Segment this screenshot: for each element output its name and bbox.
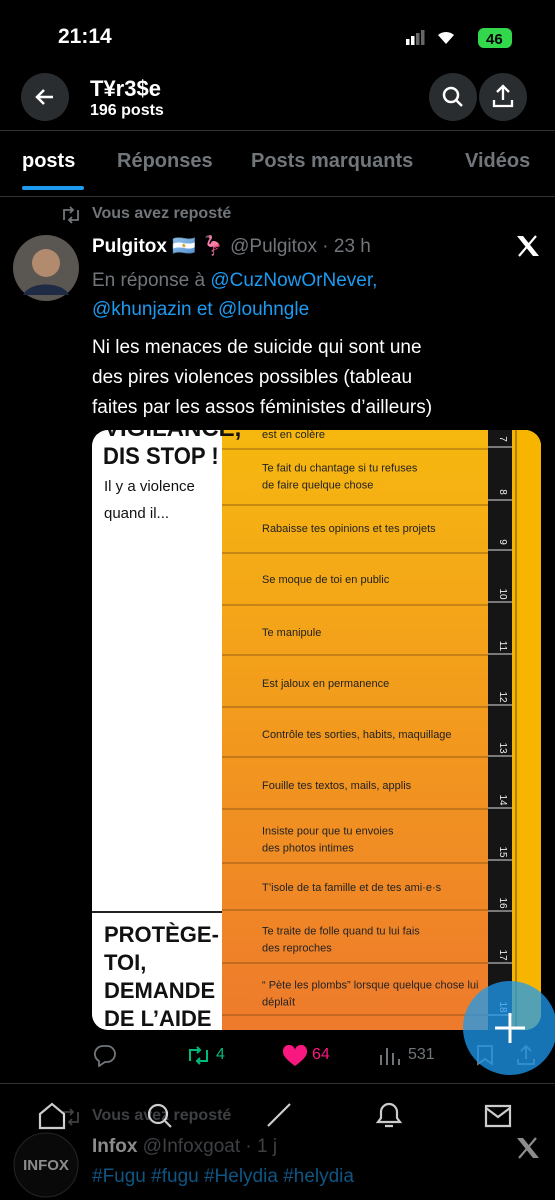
- like-button[interactable]: [282, 1045, 308, 1067]
- nav-grok[interactable]: [267, 1103, 291, 1127]
- tab[interactable]: Vidéos: [465, 150, 531, 172]
- row-text: Se moque de toi en public: [262, 574, 390, 586]
- reply-line: @khunjazin et @louhngle: [92, 299, 309, 321]
- image-bottom-title: TOI,: [104, 950, 146, 975]
- row-text: Insiste pour que tu envoies: [262, 826, 394, 838]
- handle: @Pulgitox: [230, 236, 317, 257]
- post-time: · 1 j: [245, 1136, 278, 1157]
- reply-line: En réponse à @CuzNowOrNever,: [92, 270, 377, 292]
- ruler-number: 12: [497, 691, 508, 703]
- repost-label: Vous avez reposté: [92, 205, 232, 222]
- row-text: Te fait du chantage si tu refuses: [262, 463, 418, 475]
- row-text: déplaît: [262, 997, 295, 1009]
- nav-notifications[interactable]: [375, 1102, 403, 1128]
- like-count: 64: [312, 1046, 330, 1063]
- handle: @Infoxgoat: [142, 1136, 241, 1157]
- repost-count: 4: [216, 1046, 225, 1063]
- mention[interactable]: @louhngle: [218, 299, 310, 320]
- avatar[interactable]: INFOX: [13, 1132, 79, 1198]
- author-name[interactable]: Infox: [92, 1136, 138, 1157]
- nav-search[interactable]: [147, 1103, 172, 1128]
- ruler-number: 11: [497, 641, 508, 652]
- post-image[interactable]: VIGILANCE,DIS STOP ! Il y a violence quand…: [92, 430, 541, 1030]
- row-text: “ Pète les plombs” lorsque quelque chose…: [262, 980, 478, 992]
- repost-icon: [63, 1108, 79, 1126]
- share-button[interactable]: [478, 72, 528, 122]
- image-title: VIGILANCE,: [104, 430, 241, 442]
- tab[interactable]: Posts marquants: [251, 150, 414, 172]
- time: 21:14: [58, 25, 112, 48]
- row-text: de faire quelque chose: [262, 480, 373, 492]
- views-icon: [380, 1048, 400, 1065]
- back-button[interactable]: [20, 72, 70, 122]
- image-bottom-title: PROTÈGE-: [104, 922, 219, 947]
- nav-messages[interactable]: [484, 1104, 512, 1128]
- row-text: Fouille tes textos, mails, applis: [262, 780, 412, 792]
- row-text: Est jaloux en permanence: [262, 678, 389, 690]
- views-count: 531: [408, 1046, 435, 1063]
- status-icons: 46: [406, 28, 512, 48]
- author-line: Pulgitox 🇦🇷 🦩 @Pulgitox · 23 h: [92, 234, 371, 258]
- divider: [0, 130, 555, 131]
- bottom-nav: [0, 1090, 555, 1200]
- avatar-text: INFOX: [23, 1157, 69, 1174]
- repost-icon: [63, 206, 79, 224]
- profile-name: T¥r3$e: [90, 76, 161, 101]
- avatar[interactable]: [13, 235, 79, 301]
- ruler-number: 15: [497, 846, 508, 858]
- row-text: T’isole de ta famille et de tes ami·e·s: [262, 882, 442, 894]
- image-title: DIS STOP !: [103, 442, 219, 469]
- ruler-number: 9: [497, 539, 508, 545]
- author-name[interactable]: Pulgitox: [92, 236, 167, 257]
- ruler-number: 10: [497, 588, 508, 600]
- ruler-number: 13: [497, 742, 508, 754]
- row-text: Te traite de folle quand tu lui fais: [262, 926, 420, 938]
- row-text: Contrôle tes sorties, habits, maquillage: [262, 729, 452, 741]
- tab[interactable]: posts: [22, 150, 76, 172]
- image-content: VIGILANCE,DIS STOP ! Il y a violence quand…: [92, 430, 541, 1030]
- posts-count: 196 posts: [90, 102, 164, 119]
- post-text: Ni les menaces de suicide qui sont une: [92, 337, 422, 358]
- mention[interactable]: @khunjazin: [92, 299, 192, 320]
- row-text: Rabaisse tes opinions et tes projets: [262, 523, 436, 535]
- repost-label: Vous avez reposté: [92, 1107, 232, 1124]
- ruler-number: 16: [497, 897, 508, 909]
- reply-icon[interactable]: [92, 1043, 118, 1067]
- tab[interactable]: Réponses: [117, 150, 213, 172]
- compose-button[interactable]: [462, 980, 555, 1076]
- ruler-number: 17: [497, 949, 508, 961]
- ruler-number: 14: [497, 794, 508, 806]
- ruler-number: 8: [497, 489, 508, 495]
- divider: [0, 1083, 555, 1084]
- row-text: Te manipule: [262, 627, 321, 639]
- post-text: faites par les assos féministes d’ailleu…: [92, 397, 433, 418]
- battery: 46: [486, 31, 503, 48]
- image-bottom-title: DEMANDE: [104, 978, 215, 1003]
- row-text: des reproches: [262, 943, 332, 955]
- ruler-number: 7: [497, 436, 508, 442]
- nav-home[interactable]: [38, 1102, 66, 1130]
- post-text: des pires violences possibles (tableau: [92, 367, 413, 388]
- divider: [0, 196, 555, 197]
- author-line: Infox @Infoxgoat · 1 j: [92, 1136, 277, 1158]
- hashtags[interactable]: #Fugu #fugu #Helydia #helydia: [92, 1166, 354, 1187]
- reply-and: et: [196, 299, 213, 320]
- author-emoji: 🇦🇷 🦩: [172, 236, 225, 257]
- repost-button[interactable]: [186, 1045, 212, 1067]
- x-logo: [517, 235, 539, 257]
- reply-prefix: En réponse à: [92, 270, 206, 291]
- nav-icons: [38, 1102, 512, 1130]
- row-text: des photos intimes: [262, 843, 354, 855]
- tab-indicator: [22, 186, 84, 190]
- mention[interactable]: @CuzNowOrNever,: [210, 270, 378, 291]
- row-text: est en colère: [262, 430, 325, 441]
- post-time: · 23 h: [322, 236, 371, 257]
- search-button[interactable]: [428, 72, 478, 122]
- x-logo: [517, 1137, 539, 1159]
- image-intro: quand il...: [104, 505, 169, 522]
- image-bottom-title: DE L’AIDE: [104, 1006, 212, 1030]
- image-intro: Il y a violence: [104, 478, 195, 495]
